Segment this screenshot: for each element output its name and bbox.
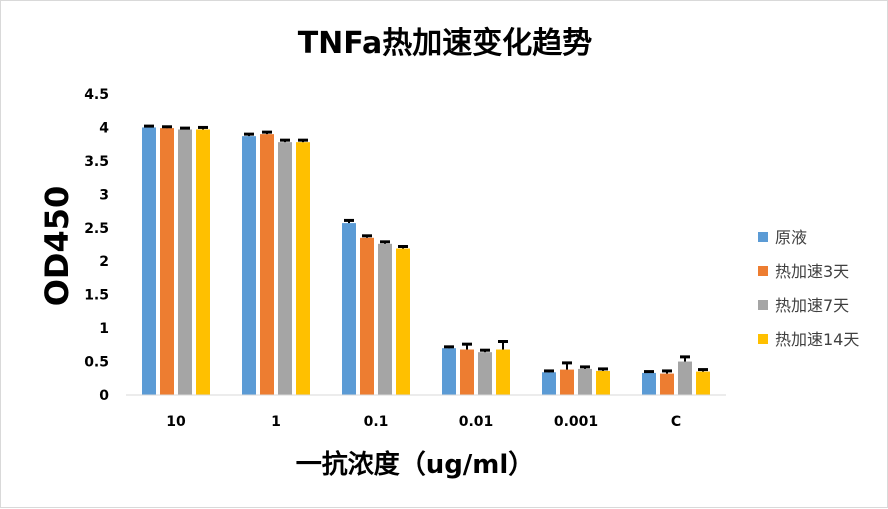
- bar-groups: [142, 124, 710, 395]
- bar: [342, 223, 356, 395]
- y-axis-ticks: 0 0.5 1 1.5 2 2.5 3 3.5 4 4.5: [84, 87, 109, 404]
- y-tick-label: 0: [99, 388, 109, 404]
- bar-group: [342, 218, 410, 395]
- y-tick-label: 3: [99, 187, 109, 203]
- bar: [296, 142, 310, 395]
- bar: [460, 349, 474, 395]
- bar-group: [242, 130, 310, 395]
- x-axis-title: 一抗浓度（ug/ml）: [296, 449, 535, 480]
- bar: [442, 348, 456, 395]
- bar-group: [542, 361, 610, 395]
- bar: [478, 352, 492, 395]
- bar: [142, 127, 156, 395]
- bar: [596, 370, 610, 395]
- y-tick-label: 2: [99, 254, 109, 270]
- x-tick-label: 0.01: [459, 414, 494, 430]
- x-axis-ticks: 10 1 0.1 0.01 0.001 C: [166, 414, 681, 430]
- bar: [360, 237, 374, 395]
- legend-label: 热加速14天: [775, 330, 859, 349]
- chart-title: TNFa热加速变化趋势: [298, 26, 593, 61]
- bar: [496, 349, 510, 395]
- y-tick-label: 1: [99, 321, 109, 337]
- y-tick-label: 0.5: [84, 355, 109, 371]
- bar: [678, 361, 692, 395]
- x-tick-label: 0.001: [554, 414, 598, 430]
- x-tick-label: 0.1: [364, 414, 389, 430]
- y-tick-label: 2.5: [84, 221, 109, 237]
- y-axis-title: OD450: [38, 186, 76, 307]
- bar: [260, 134, 274, 395]
- bar: [642, 372, 656, 395]
- y-tick-label: 4: [99, 120, 109, 136]
- x-tick-label: 10: [166, 414, 186, 430]
- bar-group: [442, 339, 510, 395]
- bar: [696, 371, 710, 395]
- legend-swatch: [758, 232, 768, 242]
- bar: [578, 368, 592, 395]
- bar: [178, 129, 192, 395]
- bar: [242, 136, 256, 395]
- y-tick-label: 1.5: [84, 288, 109, 304]
- bar: [396, 248, 410, 395]
- bar: [542, 372, 556, 395]
- bar-group: [142, 124, 210, 395]
- bar-group: [642, 355, 710, 395]
- legend-label: 热加速3天: [775, 262, 849, 281]
- bar: [378, 243, 392, 395]
- x-tick-label: 1: [271, 414, 281, 430]
- legend-swatch: [758, 266, 768, 276]
- legend-swatch: [758, 334, 768, 344]
- bar: [160, 128, 174, 395]
- legend-label: 原液: [775, 228, 807, 247]
- y-tick-label: 3.5: [84, 154, 109, 170]
- bar: [278, 142, 292, 395]
- legend-swatch: [758, 300, 768, 310]
- legend-label: 热加速7天: [775, 296, 849, 315]
- x-tick-label: C: [671, 414, 681, 430]
- y-tick-label: 4.5: [84, 87, 109, 103]
- bar: [660, 373, 674, 395]
- bar: [196, 129, 210, 395]
- bar: [560, 369, 574, 395]
